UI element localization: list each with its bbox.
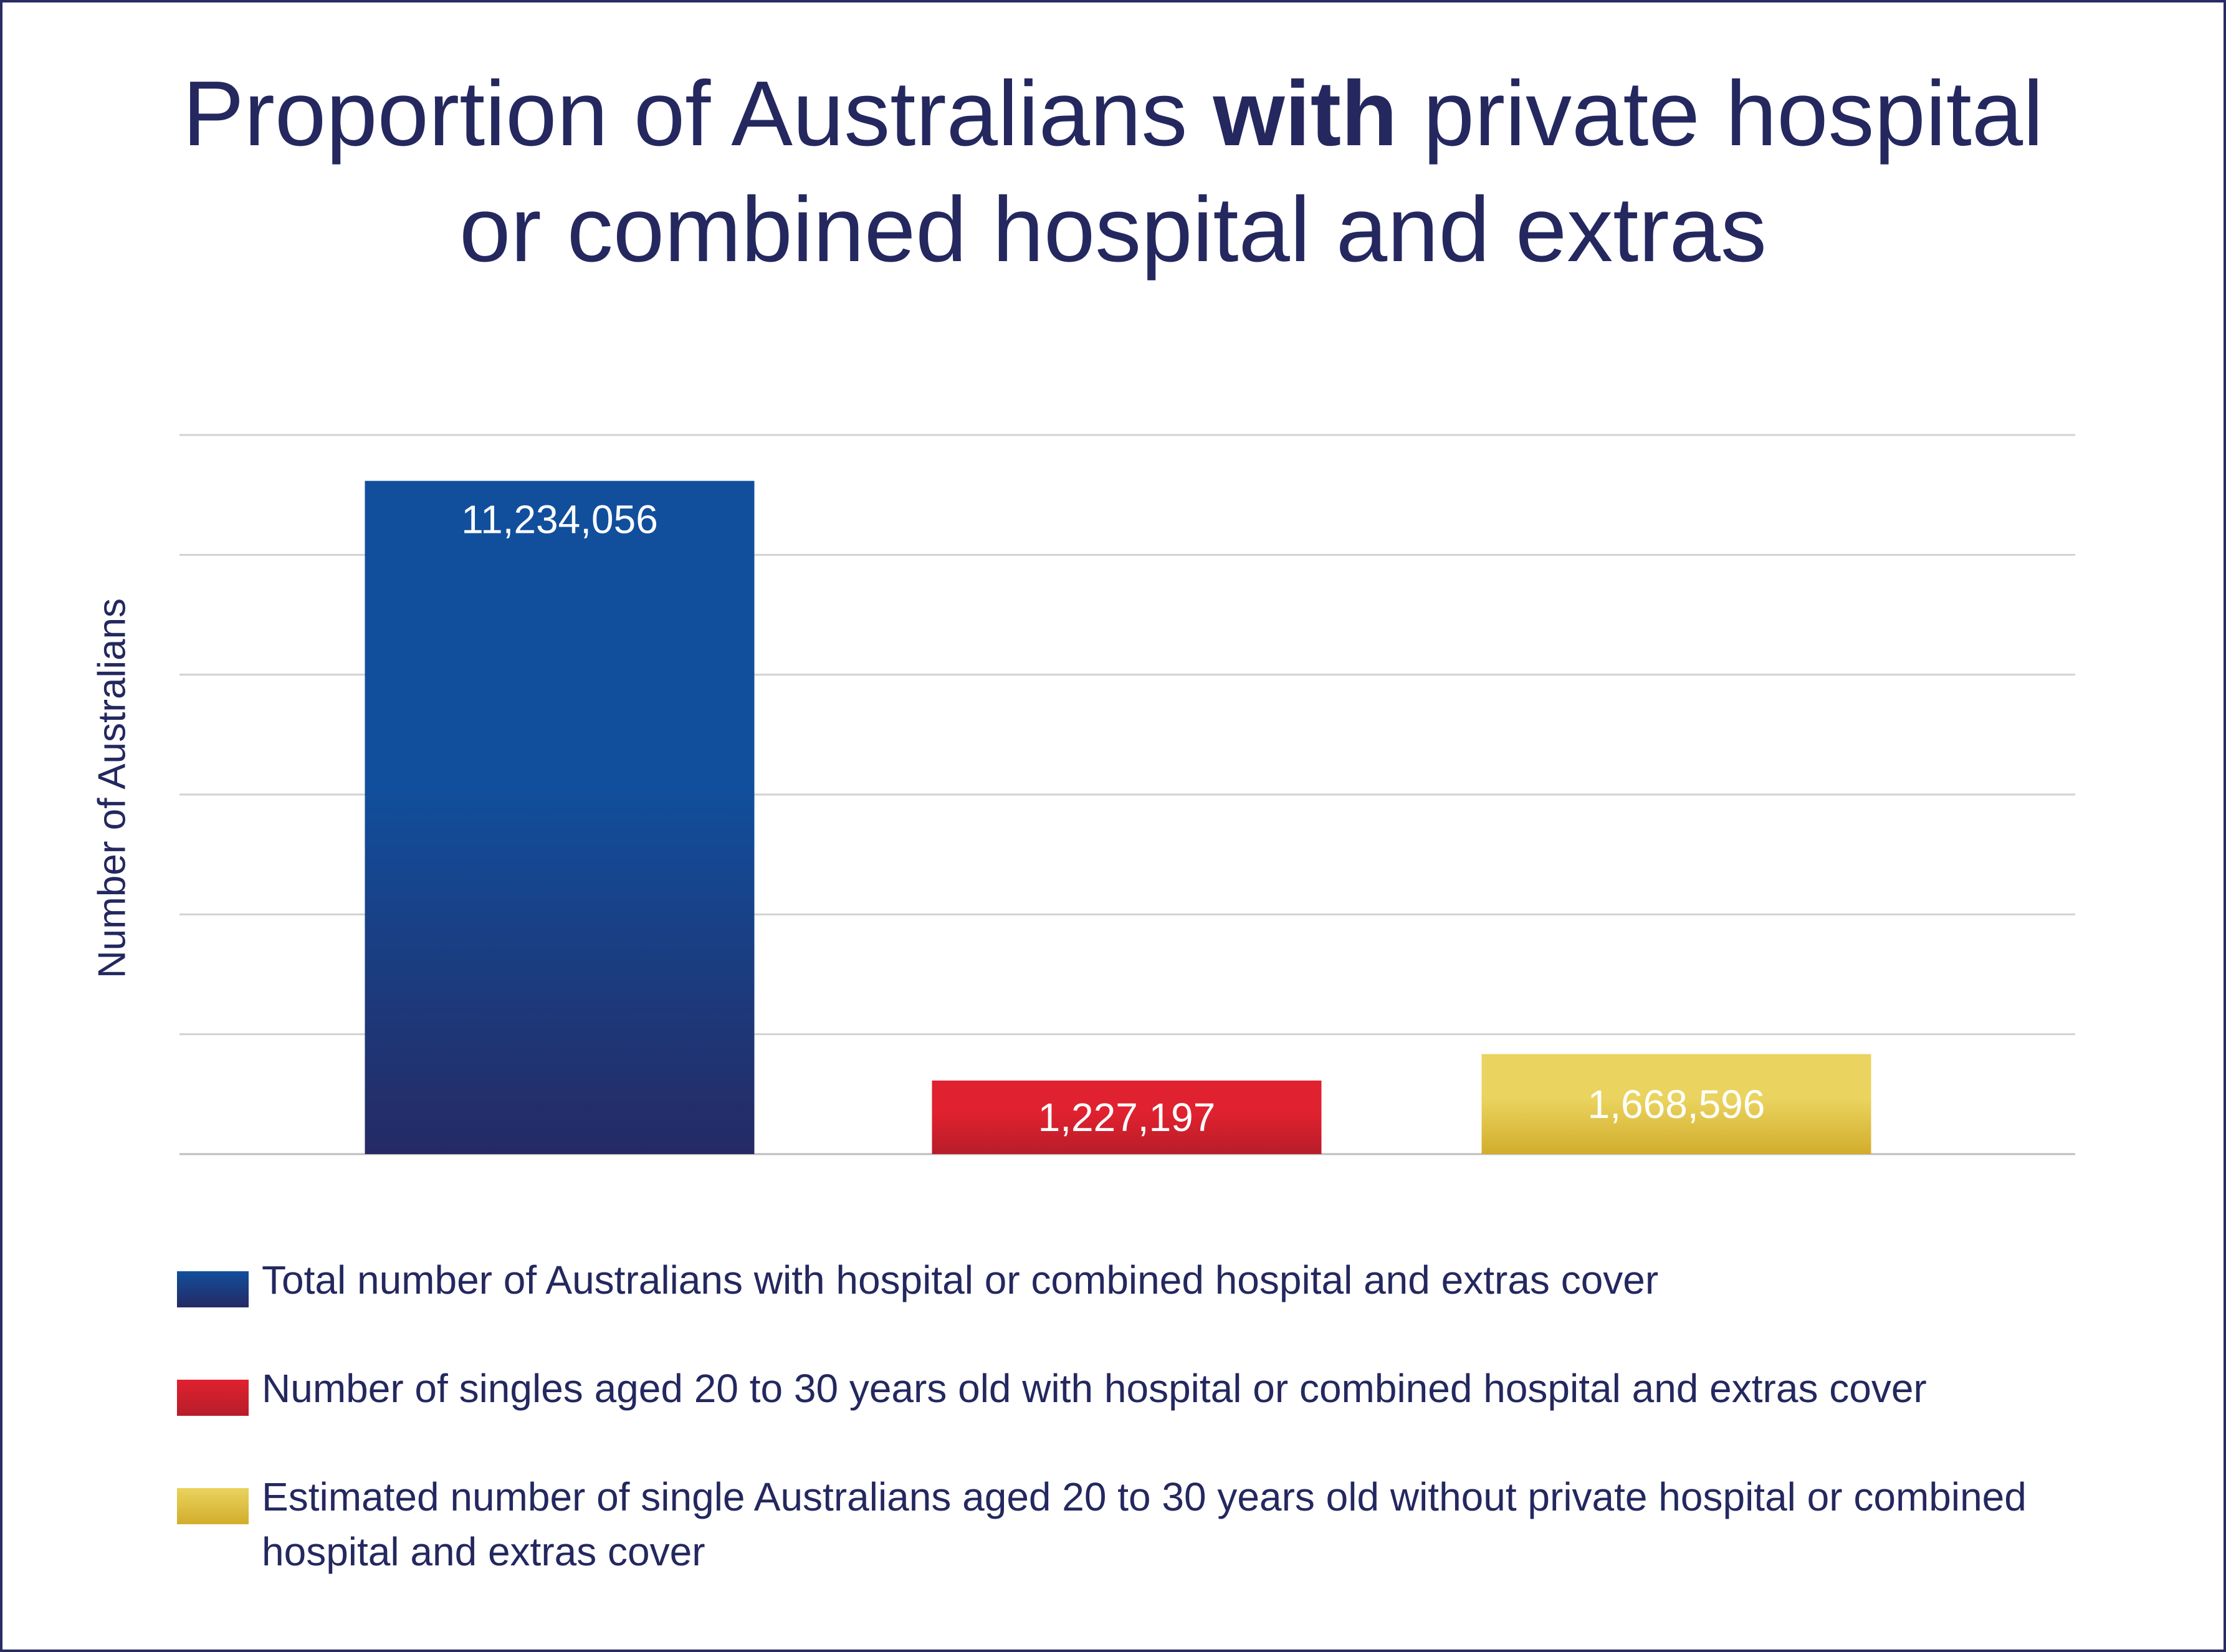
title-part-1: Proportion of Australians (182, 62, 1213, 165)
bar-2 (932, 1080, 1322, 1154)
legend-swatch-red (177, 1380, 249, 1416)
title-part-2: with (1213, 62, 1398, 165)
bars (365, 480, 1871, 1155)
legend-item-singles-with-cover: Number of singles aged 20 to 30 years ol… (174, 1361, 2169, 1416)
legend-label-singles-without-cover: Estimated number of single Australians a… (262, 1474, 2027, 1574)
bar-3 (1481, 1054, 1871, 1154)
legend-label-singles-with-cover: Number of singles aged 20 to 30 years ol… (262, 1366, 1927, 1411)
data-label-2: 1,227,197 (1038, 1095, 1216, 1140)
data-label-1: 11,234,056 (461, 497, 658, 542)
legend-item-total: Total number of Australians with hospita… (174, 1253, 2169, 1307)
legend-swatch-blue (177, 1271, 249, 1307)
legend: Total number of Australians with hospita… (174, 1253, 2169, 1633)
bar-1 (365, 480, 755, 1155)
legend-swatch-yellow (177, 1488, 249, 1524)
title-part-3: private hospital (1397, 62, 2044, 165)
data-labels: 11,234,056 1,227,197 1,668,596 (461, 497, 1765, 1140)
legend-label-total: Total number of Australians with hospita… (262, 1258, 1659, 1302)
chart-title: Proportion of Australians with private h… (0, 56, 2226, 288)
data-label-3: 1,668,596 (1588, 1082, 1765, 1127)
title-part-4: or combined hospital and extras (459, 178, 1767, 281)
legend-item-singles-without-cover: Estimated number of single Australians a… (174, 1469, 2169, 1579)
